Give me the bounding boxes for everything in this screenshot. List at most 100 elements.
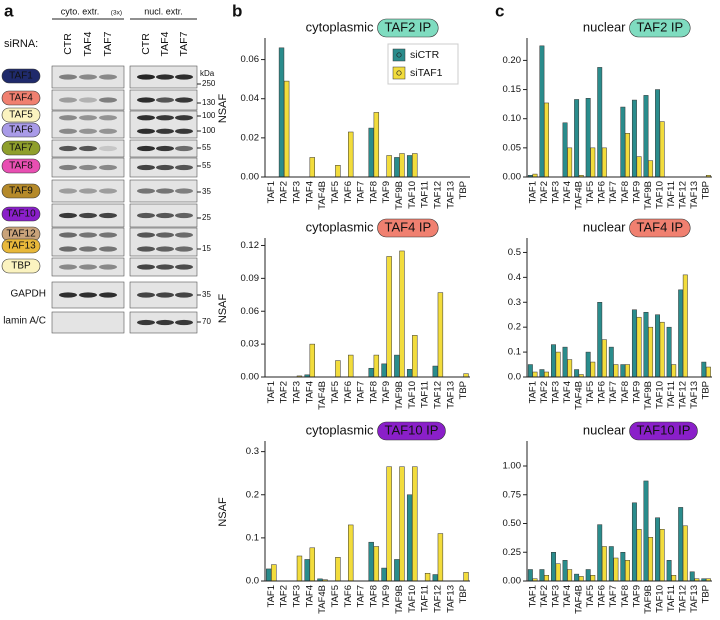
x-tick-label: TAF4 <box>304 381 315 404</box>
y-tick-label: 0.3 <box>508 297 521 308</box>
band <box>79 232 97 238</box>
x-tick-label: TAF8 <box>620 585 631 608</box>
x-tick-label: TAF9 <box>631 181 642 204</box>
bar <box>608 346 614 378</box>
bar <box>381 567 387 582</box>
band <box>59 212 77 219</box>
chart-title: nuclear <box>583 19 626 34</box>
bar <box>585 351 591 378</box>
bar <box>585 569 591 582</box>
chart-subtitle: TAF10 IP <box>385 422 439 437</box>
band <box>175 164 193 171</box>
bar <box>590 575 596 582</box>
row-label: TAF12 <box>6 229 36 240</box>
chart-title: nuclear <box>583 422 626 437</box>
band <box>79 292 97 298</box>
band <box>156 164 174 171</box>
band <box>99 97 117 103</box>
bar <box>567 147 573 178</box>
bar <box>567 359 573 378</box>
band <box>137 246 155 252</box>
row-label: lamin A/C <box>3 316 46 327</box>
y-tick-label: 0.03 <box>241 339 260 350</box>
bar <box>643 95 649 178</box>
band <box>137 128 155 134</box>
bar <box>613 557 619 582</box>
band <box>156 319 174 326</box>
label-badge <box>1 238 41 254</box>
bar <box>386 256 392 378</box>
y-tick-label: 0.02 <box>241 132 260 143</box>
x-tick-label: TBP <box>701 585 712 603</box>
band <box>175 246 193 252</box>
bar <box>590 361 596 378</box>
band <box>79 145 97 152</box>
bar <box>373 546 380 582</box>
y-tick-label: 0.0 <box>246 576 259 587</box>
x-tick-label: TAF12 <box>678 585 689 613</box>
x-tick-label: TAF3 <box>292 181 303 204</box>
x-tick-label: TAF1 <box>527 181 538 204</box>
bar <box>335 557 341 582</box>
band <box>59 292 77 298</box>
x-tick-label: TAF4B <box>317 181 328 210</box>
x-tick-label: TAF10 <box>654 381 665 409</box>
bar <box>296 555 303 582</box>
x-tick-label: TAF11 <box>666 585 677 612</box>
bar <box>636 316 642 378</box>
x-tick-label: TAF8 <box>368 181 379 204</box>
bar <box>399 153 405 178</box>
bar <box>544 371 549 378</box>
x-tick-label: TAF11 <box>420 181 431 208</box>
band <box>175 115 193 121</box>
x-tick-label: TAF2 <box>539 181 550 204</box>
bar <box>655 314 660 378</box>
bar <box>705 366 711 378</box>
band <box>99 74 117 80</box>
band <box>137 212 155 219</box>
band <box>156 97 174 103</box>
chart-title: cytoplasmic <box>306 422 374 437</box>
y-tick-label: 0.0 <box>508 372 521 383</box>
bar <box>527 569 533 582</box>
x-tick-label: TAF13 <box>689 381 700 409</box>
band <box>59 246 77 252</box>
x-tick-label: TAF6 <box>343 181 354 204</box>
y-axis-label: NSAF <box>217 497 229 527</box>
band <box>59 74 77 80</box>
x-tick-label: TBP <box>701 181 712 199</box>
marker-label: 100 <box>202 111 216 120</box>
x-tick-label: TAF7 <box>356 585 367 608</box>
x-tick-label: TAF6 <box>597 181 608 204</box>
bar <box>625 560 630 582</box>
x-tick-label: TAF9B <box>643 585 654 614</box>
label-badge <box>1 258 41 274</box>
x-tick-label: TAF6 <box>343 585 354 608</box>
bar <box>406 155 413 178</box>
band <box>175 212 193 219</box>
x-tick-label: TAF11 <box>666 381 677 408</box>
bar <box>678 507 684 582</box>
bar <box>348 354 354 378</box>
marker-label: 100 <box>202 126 216 135</box>
bar <box>597 524 603 582</box>
bar <box>631 99 637 178</box>
y-tick-label: 0.2 <box>246 489 259 500</box>
panel-label: b <box>232 1 242 20</box>
bar <box>551 344 556 378</box>
y-tick-label: 0.1 <box>246 532 259 543</box>
bar <box>555 563 561 582</box>
x-tick-label: TAF9 <box>631 585 642 608</box>
x-tick-label: TAF13 <box>445 381 456 409</box>
x-tick-label: TAF8 <box>620 181 631 204</box>
band <box>79 246 97 252</box>
bar <box>631 502 637 582</box>
band <box>99 292 117 298</box>
y-tick-label: 1.00 <box>503 461 522 472</box>
bar <box>437 533 444 582</box>
title-badge <box>629 18 691 38</box>
bar <box>620 364 626 378</box>
x-tick-label: TAF2 <box>539 585 550 608</box>
band <box>137 74 155 80</box>
band <box>156 232 174 238</box>
